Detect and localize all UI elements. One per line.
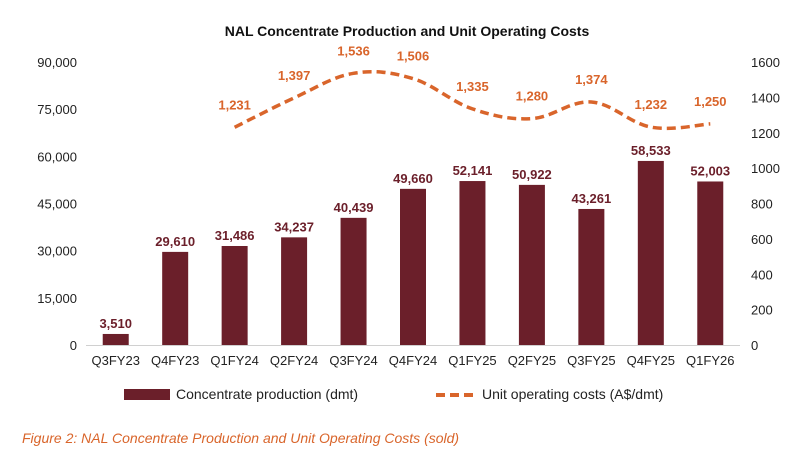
production-bar-label: 40,439 — [334, 200, 374, 215]
left-axis-tick: 75,000 — [37, 102, 77, 117]
right-axis-tick: 1600 — [751, 55, 780, 70]
production-bar — [459, 181, 486, 345]
production-bar — [518, 184, 545, 345]
operating-cost-labels: 1,231 1,397 1,536 1,506 1,335 1,280 1,374 1,232… — [218, 43, 726, 112]
production-bar-label: 29,610 — [155, 234, 195, 249]
right-axis-tick: 1200 — [751, 126, 780, 141]
right-axis-tick: 400 — [751, 267, 773, 282]
legend-bar-label: Concentrate production (dmt) — [176, 386, 358, 402]
x-axis-tick: Q1FY26 — [686, 353, 734, 368]
left-axis-tick: 45,000 — [37, 197, 77, 212]
x-axis-tick: Q4FY25 — [627, 353, 675, 368]
production-bar-label: 58,533 — [631, 143, 671, 158]
chart: NAL Concentrate Production and Unit Oper… — [37, 23, 780, 402]
x-axis-tick: Q2FY24 — [270, 353, 318, 368]
production-bar — [697, 181, 724, 345]
left-y-axis: 0 15,000 30,000 45,000 60,000 75,000 90,000 — [37, 55, 77, 353]
right-axis-tick: 1000 — [751, 161, 780, 176]
production-bar-label: 34,237 — [274, 219, 314, 234]
right-axis-tick: 0 — [751, 338, 758, 353]
production-bars — [102, 160, 724, 345]
production-bar-label: 52,141 — [453, 163, 493, 178]
x-axis-tick: Q4FY24 — [389, 353, 437, 368]
left-axis-tick: 30,000 — [37, 244, 77, 259]
x-axis-tick: Q1FY24 — [210, 353, 258, 368]
x-axis-tick: Q3FY24 — [329, 353, 377, 368]
x-axis-tick: Q2FY25 — [508, 353, 556, 368]
production-bar-label: 43,261 — [571, 191, 611, 206]
operating-cost-series-line — [233, 70, 711, 131]
production-bar — [400, 188, 426, 345]
right-axis-tick: 800 — [751, 197, 773, 212]
legend-line-label: Unit operating costs (A$/dmt) — [482, 386, 663, 402]
production-bar — [102, 333, 129, 345]
production-bar — [221, 245, 248, 345]
left-axis-tick: 15,000 — [37, 291, 77, 306]
left-axis-tick: 0 — [70, 338, 77, 353]
operating-cost-label: 1,280 — [516, 89, 549, 104]
production-bar — [578, 208, 605, 345]
x-axis-tick: Q4FY23 — [151, 353, 199, 368]
x-axis-tick: Q1FY25 — [448, 353, 496, 368]
production-bar-label: 50,922 — [512, 167, 552, 182]
chart-title: NAL Concentrate Production and Unit Oper… — [225, 23, 590, 39]
operating-cost-label: 1,397 — [278, 68, 311, 83]
legend: Concentrate production (dmt) Unit operat… — [124, 386, 663, 402]
operating-cost-label: 1,232 — [635, 97, 668, 112]
operating-cost-label: 1,231 — [218, 97, 251, 112]
operating-cost-line — [233, 70, 711, 131]
production-bar-label: 49,660 — [393, 171, 433, 186]
production-bar — [637, 160, 664, 345]
production-bar-label: 52,003 — [690, 163, 730, 178]
left-axis-tick: 90,000 — [37, 55, 77, 70]
operating-cost-label: 1,536 — [337, 43, 370, 58]
operating-cost-label: 1,374 — [575, 72, 608, 87]
production-bar-label: 31,486 — [215, 228, 255, 243]
left-axis-tick: 60,000 — [37, 149, 77, 164]
production-bar-label: 3,510 — [99, 316, 132, 331]
operating-cost-label: 1,506 — [397, 49, 430, 64]
production-bar — [281, 237, 308, 345]
x-axis-tick: Q3FY23 — [92, 353, 140, 368]
x-axis-tick: Q3FY25 — [567, 353, 615, 368]
right-axis-tick: 200 — [751, 303, 773, 318]
right-axis-tick: 600 — [751, 232, 773, 247]
production-bar — [340, 217, 367, 345]
right-axis-tick: 1400 — [751, 90, 780, 105]
operating-cost-label: 1,335 — [456, 79, 489, 94]
right-y-axis: 0 200 400 600 800 1000 1200 1400 1600 — [751, 55, 780, 353]
production-bar — [162, 251, 189, 345]
operating-cost-label: 1,250 — [694, 94, 727, 109]
figure-caption: Figure 2: NAL Concentrate Production and… — [22, 430, 460, 446]
production-bar-labels: 3,510 29,610 31,486 34,237 40,439 49,660 52,14… — [99, 143, 730, 331]
x-axis: Q3FY23 Q4FY23 Q1FY24 Q2FY24 Q3FY24 Q4FY24 Q1FY… — [86, 345, 740, 368]
legend-bar-swatch — [124, 389, 170, 400]
